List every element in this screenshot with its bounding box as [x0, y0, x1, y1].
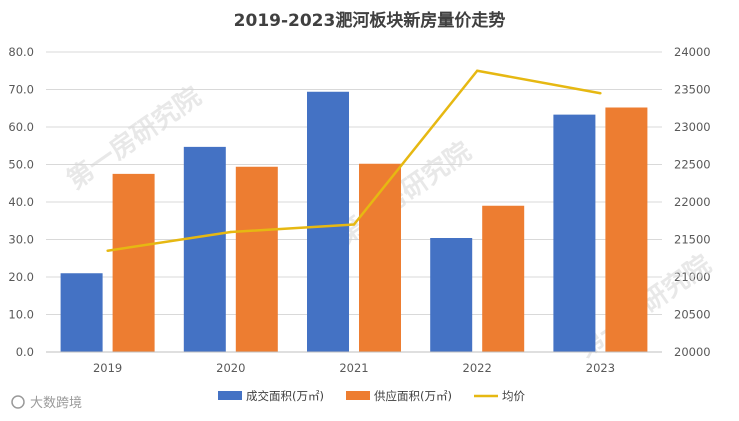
x-tick-label: 2019 [93, 361, 122, 375]
left-axis-ticks: 0.0 10.0 20.0 30.0 40.0 50.0 60.0 70.0 80.0 [8, 45, 34, 359]
bar-supply [359, 163, 401, 352]
left-tick-label: 40.0 [8, 195, 34, 209]
watermark-text: 第一房研究院 [331, 136, 477, 251]
right-tick-label: 23000 [674, 120, 711, 134]
legend-label: 均价 [502, 389, 525, 403]
right-tick-label: 20500 [674, 308, 711, 322]
bar-transaction [60, 273, 103, 352]
right-tick-label: 22000 [674, 195, 711, 209]
bar-transaction [183, 146, 226, 352]
right-tick-label: 21000 [674, 270, 711, 284]
x-tick-label: 2023 [586, 361, 615, 375]
price-point [599, 92, 602, 95]
x-axis: 2019 2020 2021 2022 2023 [46, 351, 662, 375]
right-tick-label: 21500 [674, 233, 711, 247]
chart-title: 2019-2023淝河板块新房量价走势 [234, 10, 506, 31]
logo-icon [11, 395, 25, 409]
bar-transaction [430, 238, 473, 352]
legend-label: 成交面积(万㎡) [246, 389, 324, 403]
x-tick-label: 2021 [339, 361, 368, 375]
left-tick-label: 20.0 [8, 270, 34, 284]
right-tick-label: 24000 [674, 45, 711, 59]
legend-swatch [346, 391, 370, 400]
price-point [229, 230, 232, 234]
right-tick-label: 20000 [674, 345, 711, 359]
bar-transaction [553, 114, 596, 352]
price-line [106, 69, 602, 252]
legend-label: 供应面积(万㎡) [374, 389, 452, 403]
bar-supply [235, 166, 278, 352]
bar-supply [605, 107, 648, 352]
footer-watermark: 大数跨境 [11, 395, 82, 411]
x-tick-label: 2020 [216, 361, 245, 375]
left-tick-label: 60.0 [8, 120, 34, 134]
x-tick-label: 2022 [463, 361, 492, 375]
bar-transaction [307, 91, 349, 352]
right-tick-label: 23500 [674, 83, 711, 97]
footer-mark-text: 大数跨境 [30, 396, 82, 411]
price-point [352, 223, 356, 226]
left-tick-label: 80.0 [8, 45, 34, 59]
price-point [476, 69, 479, 72]
right-axis-ticks: 20000 20500 21000 21500 22000 22500 23000 23500… [674, 45, 711, 359]
left-tick-label: 10.0 [8, 308, 34, 322]
left-tick-label: 50.0 [8, 158, 34, 172]
bar-supply [482, 205, 525, 352]
left-tick-label: 70.0 [8, 83, 34, 97]
price-point [106, 249, 109, 252]
right-tick-label: 22500 [674, 158, 711, 172]
legend-swatch [218, 391, 242, 400]
legend: 成交面积(万㎡) 供应面积(万㎡) 均价 [218, 389, 525, 403]
bars [60, 91, 648, 352]
left-tick-label: 30.0 [8, 233, 34, 247]
bar-supply [112, 173, 155, 352]
left-tick-label: 0.0 [16, 345, 34, 359]
